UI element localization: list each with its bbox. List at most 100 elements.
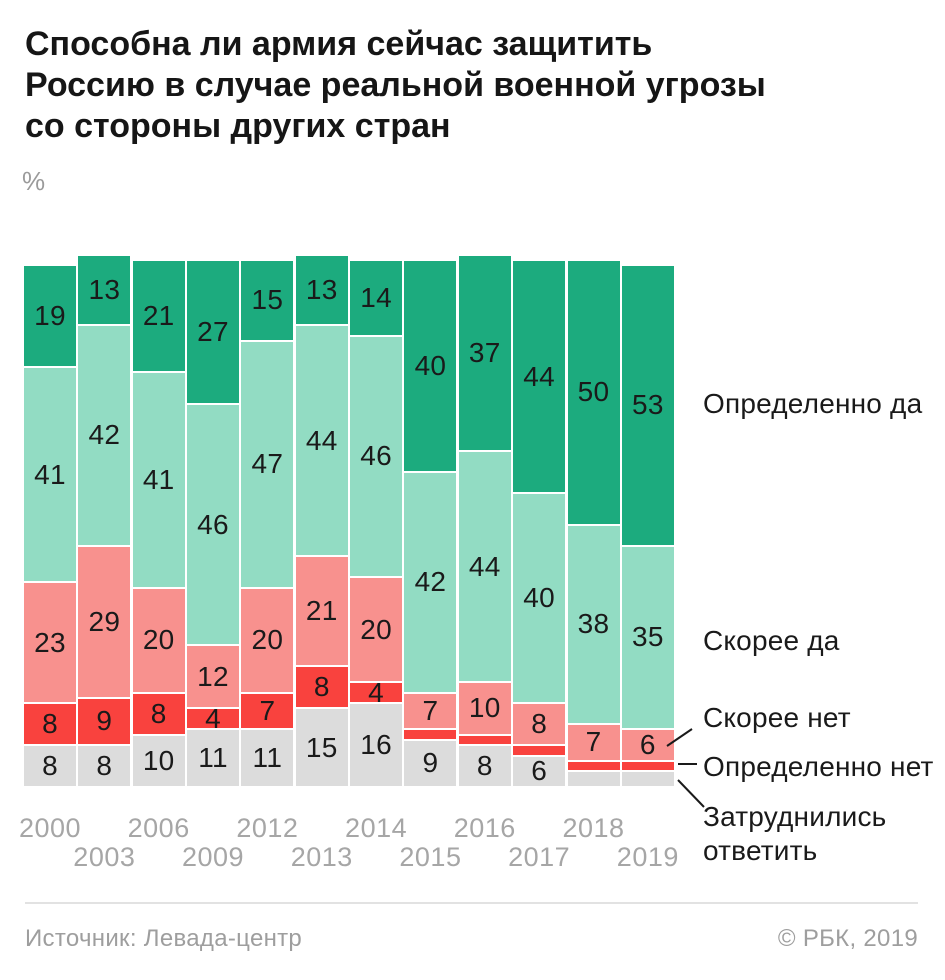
segment-value-label: 40 xyxy=(414,350,447,381)
x-axis-tick-2012: 2012 xyxy=(236,813,299,843)
bar-segment: 8 xyxy=(295,665,348,708)
bar-segment: 47 xyxy=(241,339,294,587)
legend-item: Скорее да xyxy=(703,625,840,656)
segment-value-label: 13 xyxy=(305,273,338,305)
bar-segment: 40 xyxy=(404,261,457,471)
segment-value-label: 7 xyxy=(422,694,439,726)
x-axis-tick-2000: 2000 xyxy=(18,813,82,843)
bar-segment: 8 xyxy=(24,744,76,786)
x-axis-tick-2019: 2019 xyxy=(616,842,679,872)
x-axis-tick-2018: 2018 xyxy=(562,813,625,843)
segment-value-label: 53 xyxy=(631,389,664,421)
bar-segment: 19 xyxy=(24,266,76,366)
bar-2015: 40 42 7 9 xyxy=(404,261,457,786)
bar-2017: 44 40 8 6 xyxy=(513,261,566,787)
bar-segment: 37 xyxy=(458,255,511,450)
segment-value-label: 42 xyxy=(88,419,121,451)
bar-segment: 23 xyxy=(24,581,76,702)
bar-segment: 9 xyxy=(78,696,131,744)
bar-segment: 7 xyxy=(241,691,294,729)
bar-segment: 42 xyxy=(404,471,457,692)
bar-segment: 29 xyxy=(78,544,131,697)
bar-segment: 42 xyxy=(78,324,131,545)
segment-value-label: 8 xyxy=(150,697,167,729)
bar-segment: 21 xyxy=(132,261,185,372)
segment-value-label: 29 xyxy=(88,605,121,637)
bar-segment: 50 xyxy=(567,261,620,524)
bar-segment: 8 xyxy=(132,691,185,734)
bar-segment: 4 xyxy=(187,704,240,732)
x-axis-tick-2016: 2016 xyxy=(453,813,516,843)
bar-segment: 20 xyxy=(132,586,185,692)
segment-value-label: 35 xyxy=(631,621,664,653)
segment-value-label: 10 xyxy=(468,692,501,724)
segment-value-label: 8 xyxy=(476,750,493,781)
bar-segment: 6 xyxy=(621,728,674,760)
bar-segment: 11 xyxy=(241,728,294,786)
segment-value-label: 44 xyxy=(523,360,556,392)
segment-value-label: 41 xyxy=(34,458,66,490)
segment-value-label: 21 xyxy=(142,300,175,332)
stacked-bar-chart: 19 41 23 8 8 13 42 29 9 8 21 41 20 8 10 27 46 12 4 11 15 47 20… xyxy=(24,255,684,787)
legend-item: Затруднились ответить xyxy=(703,801,887,866)
segment-value-label: 20 xyxy=(251,624,284,655)
x-axis-tick-2003: 2003 xyxy=(73,842,136,872)
segment-value-label: 46 xyxy=(360,440,392,472)
legend-item: Определенно да xyxy=(703,388,923,419)
bar-segment xyxy=(621,759,674,771)
bar-segment: 35 xyxy=(621,544,674,729)
bar-segment xyxy=(621,770,674,786)
bar-segment: 12 xyxy=(187,644,240,708)
bar-segment: 20 xyxy=(241,586,294,692)
segment-value-label: 4 xyxy=(205,702,221,734)
bar-segment: 8 xyxy=(24,702,76,744)
bar-segment: 44 xyxy=(295,324,348,555)
bar-2003: 13 42 29 9 8 xyxy=(78,255,131,786)
bar-segment: 44 xyxy=(513,261,566,492)
bar-segment: 46 xyxy=(350,334,403,576)
segment-value-label: 6 xyxy=(531,755,548,787)
segment-value-label: 50 xyxy=(577,376,610,408)
bar-segment: 46 xyxy=(187,402,240,645)
segment-value-label: 9 xyxy=(96,705,113,737)
x-axis-tick-2015: 2015 xyxy=(399,842,462,872)
segment-value-label: 7 xyxy=(585,726,602,758)
bar-2018: 50 38 7 xyxy=(567,261,620,786)
segment-value-label: 10 xyxy=(142,744,175,776)
x-axis-tick-2009: 2009 xyxy=(182,842,245,872)
legend-item: Скорее нет xyxy=(703,702,851,733)
segment-value-label: 12 xyxy=(197,660,229,692)
segment-value-label: 4 xyxy=(368,676,385,708)
bar-segment: 41 xyxy=(132,371,185,587)
bar-segment: 10 xyxy=(132,733,185,786)
segment-value-label: 47 xyxy=(251,448,284,480)
bar-segment: 27 xyxy=(187,261,240,403)
segment-value-label: 15 xyxy=(251,284,284,316)
bar-segment xyxy=(458,733,511,744)
bar-segment: 8 xyxy=(513,702,566,744)
x-axis-tick-2014: 2014 xyxy=(345,813,408,843)
segment-value-label: 21 xyxy=(305,595,338,627)
bar-segment: 44 xyxy=(458,450,511,681)
bar-segment: 15 xyxy=(241,261,294,340)
segment-value-label: 6 xyxy=(639,729,656,760)
segment-value-label: 13 xyxy=(88,273,121,305)
segment-value-label: 8 xyxy=(42,708,58,739)
segment-value-label: 44 xyxy=(305,424,338,456)
segment-value-label: 20 xyxy=(142,624,175,655)
bar-segment: 15 xyxy=(295,707,348,786)
bar-segment: 9 xyxy=(404,738,457,786)
bar-2019: 53 35 6 xyxy=(621,266,674,786)
bar-2014: 14 46 20 4 16 xyxy=(350,261,403,786)
segment-value-label: 44 xyxy=(468,550,501,582)
bar-segment: 53 xyxy=(621,266,674,545)
segment-value-label: 11 xyxy=(198,742,228,774)
bar-segment: 7 xyxy=(567,723,620,760)
segment-value-label: 7 xyxy=(259,694,276,726)
segment-value-label: 38 xyxy=(577,608,610,640)
segment-value-label: 42 xyxy=(414,566,447,598)
segment-value-label: 8 xyxy=(313,671,330,703)
bar-segment: 8 xyxy=(78,744,131,786)
bar-segment: 13 xyxy=(78,255,131,324)
segment-value-label: 19 xyxy=(34,300,66,332)
